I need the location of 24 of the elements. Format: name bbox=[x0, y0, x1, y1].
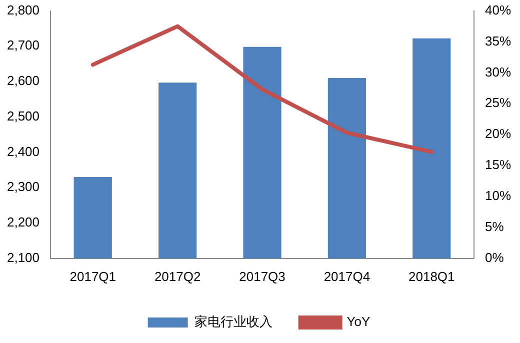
x-tick-label: 2018Q1 bbox=[408, 268, 455, 284]
x-tick-label: 2017Q2 bbox=[154, 268, 201, 284]
y-tick-label: 2,800 bbox=[6, 2, 40, 18]
y2-tick-label: 0% bbox=[484, 250, 504, 265]
y2-tick-label: 25% bbox=[484, 95, 512, 110]
y-tick-label: 2,400 bbox=[6, 144, 40, 159]
y-tick-label: 2,200 bbox=[6, 214, 40, 230]
x-tick-label: 2017Q1 bbox=[70, 268, 116, 284]
y2-tick-label: 10% bbox=[484, 188, 512, 204]
y2-tick-label: 20% bbox=[484, 126, 512, 142]
y-tick-label: 2,100 bbox=[6, 250, 40, 265]
y2-tick-label: 30% bbox=[484, 64, 512, 80]
legend-label: 家电行业收入 bbox=[194, 314, 272, 330]
y2-tick-label: 40% bbox=[484, 2, 512, 18]
y-tick-label: 2,600 bbox=[6, 73, 40, 88]
x-tick-label: 2017Q4 bbox=[324, 268, 370, 284]
legend-label: YoY bbox=[346, 314, 371, 330]
y2-tick-label: 15% bbox=[484, 157, 512, 172]
y2-tick-label: 35% bbox=[484, 33, 512, 48]
y-tick-label: 2,500 bbox=[6, 108, 40, 124]
x-tick-label: 2017Q3 bbox=[239, 268, 286, 284]
y-tick-label: 2,300 bbox=[6, 179, 40, 194]
y-tick-label: 2,700 bbox=[6, 38, 40, 53]
y2-tick-label: 5% bbox=[484, 219, 504, 234]
